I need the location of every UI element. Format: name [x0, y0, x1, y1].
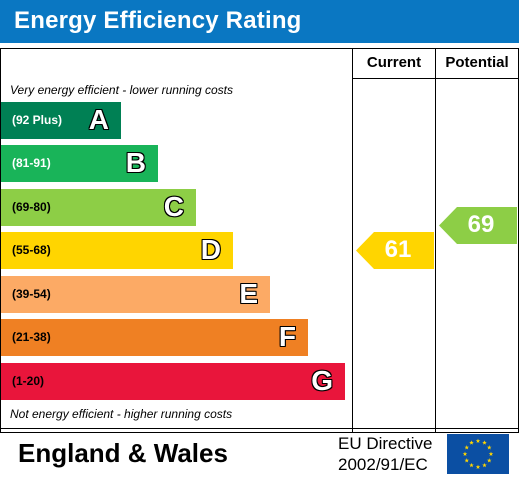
band-c-range: (69-80) — [12, 200, 51, 214]
eu-star-icon — [488, 451, 494, 456]
potential-rating-value: 69 — [467, 211, 495, 238]
directive-line-2: 2002/91/EC — [338, 455, 428, 474]
column-divider-current — [352, 48, 353, 432]
current-arrow-shape — [356, 232, 434, 269]
band-c: (69-80) C — [1, 189, 196, 226]
potential-rating-arrow: 69 — [439, 207, 517, 244]
band-d-range: (55-68) — [12, 243, 51, 257]
current-rating-value: 61 — [384, 236, 412, 263]
eu-star-icon — [482, 462, 487, 468]
band-d-letter: D — [200, 234, 221, 265]
region-label: England & Wales — [18, 438, 228, 468]
band-g: (1-20) G — [1, 363, 345, 400]
eu-star-icon — [475, 438, 481, 443]
band-g-range: (1-20) — [12, 374, 45, 388]
page-title: Energy Efficiency Rating — [14, 7, 302, 34]
note-efficient: Very energy efficient - lower running co… — [10, 83, 233, 97]
current-rating-arrow: 61 — [356, 232, 434, 269]
column-divider-potential — [435, 48, 436, 432]
column-header-divider — [352, 78, 518, 79]
eu-star-icon — [469, 440, 474, 445]
eu-flag-stars — [462, 438, 494, 469]
directive-line-1: EU Directive — [338, 434, 433, 453]
eu-star-icon — [464, 458, 470, 463]
band-c-letter: C — [163, 191, 184, 222]
band-e: (39-54) E — [1, 276, 270, 313]
band-e-letter: E — [239, 278, 258, 309]
band-e-range: (39-54) — [12, 287, 51, 301]
header-bar: Energy Efficiency Rating — [0, 0, 519, 43]
note-inefficient: Not energy efficient - higher running co… — [10, 407, 233, 421]
eu-star-icon — [464, 445, 470, 450]
eu-star-icon — [475, 464, 481, 469]
band-f-letter: F — [278, 321, 296, 352]
band-a-letter: A — [88, 104, 109, 135]
eu-star-icon — [482, 440, 487, 445]
column-header-current: Current — [366, 54, 422, 71]
eu-star-icon — [469, 462, 474, 468]
band-b: (81-91) B — [1, 145, 158, 182]
band-g-letter: G — [311, 365, 333, 396]
footer-divider — [0, 428, 519, 429]
eu-flag-icon — [447, 434, 509, 474]
band-b-range: (81-91) — [12, 156, 51, 170]
column-header-potential: Potential — [445, 54, 509, 71]
band-f: (21-38) F — [1, 319, 308, 356]
potential-arrow-shape — [439, 207, 517, 244]
band-f-range: (21-38) — [12, 330, 51, 344]
eu-star-icon — [486, 445, 492, 450]
band-d: (55-68) D — [1, 232, 233, 269]
band-b-letter: B — [125, 147, 146, 178]
eu-star-icon — [486, 458, 492, 463]
band-a-range: (92 Plus) — [12, 113, 63, 127]
eu-star-icon — [462, 451, 468, 456]
band-a: (92 Plus) A — [1, 102, 121, 139]
